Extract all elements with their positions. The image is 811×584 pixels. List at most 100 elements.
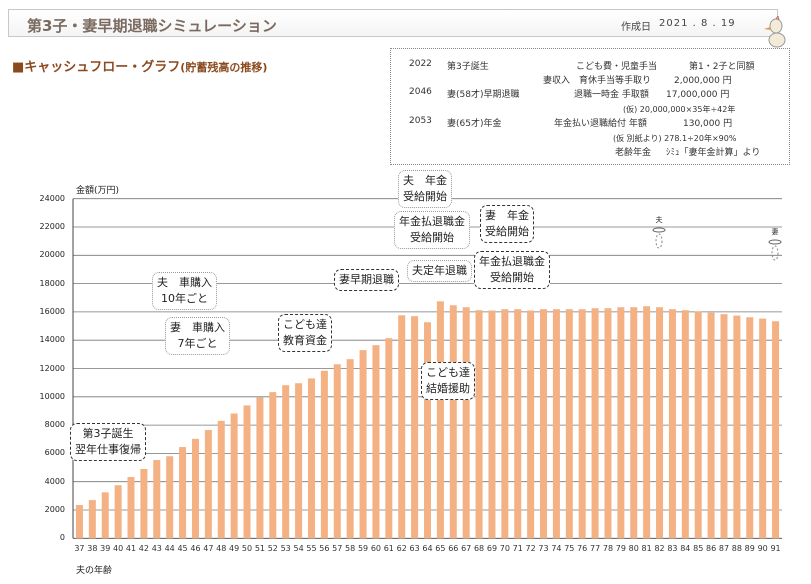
callout-education: こども達 教育資金 [278,314,332,352]
bar-age-72 [527,310,535,539]
x-tick-label: 83 [667,544,678,553]
x-tick-label: 80 [628,544,639,553]
x-tick-label: 40 [113,544,124,553]
x-tick-label: 91 [770,544,781,553]
info-year: 2046 [409,87,432,97]
husband-ghost-marker: 夫 [649,215,669,267]
y-axis-title: 金額(万円) [76,186,120,196]
x-tick-label: 51 [254,544,265,553]
bar-age-74 [552,309,560,539]
x-tick-label: 88 [731,544,742,553]
y-tick-label: 22000 [39,222,65,231]
y-tick-label: 14000 [39,335,65,345]
mascot-icon [764,16,786,48]
x-tick-label: 53 [280,544,291,553]
bar-age-71 [514,309,522,539]
info-item: こども費・児童手当 [576,62,658,72]
bar-age-44 [166,456,174,539]
section-subtitle: (貯蓄残高の推移) [180,61,268,74]
bar-age-73 [540,309,548,539]
y-tick-label: 20000 [39,250,65,260]
x-tick-label: 49 [229,544,240,553]
x-tick-label: 67 [461,544,472,553]
bar-age-37 [75,505,83,539]
bar-age-66 [449,305,457,539]
callout-wife-car: 妻 車購入 7年ごと [165,317,230,355]
x-tick-label: 62 [396,544,407,553]
bar-age-40 [114,485,122,539]
bar-age-58 [346,359,354,539]
husband-marker-label: 夫 [655,216,663,224]
ghost-icon [768,239,782,261]
bar-age-79 [617,307,625,539]
x-tick-label: 82 [654,544,665,553]
info-year: 2022 [409,59,432,69]
x-tick-label: 70 [499,544,510,553]
bar-age-54 [295,383,303,539]
callout-third-child: 第3子誕生 翌年仕事復帰 [70,423,146,461]
x-tick-label: 79 [615,544,626,553]
callout-wife-pension: 妻 年金 受給開始 [480,205,534,243]
x-tick-label: 64 [422,544,433,553]
x-tick-label: 41 [125,544,137,553]
info-box: 2022 第3子誕生 こども費・児童手当 第1・2子と同額 妻収入 育休手当等手… [390,48,790,165]
bar-age-61 [385,338,393,539]
x-tick-label: 45 [177,544,188,553]
x-tick-label: 75 [564,544,575,553]
bar-age-53 [282,385,290,539]
x-tick-label: 47 [203,544,214,553]
section-title-main: ■キャッシュフロー・グラフ [12,60,181,75]
bar-age-76 [578,309,586,539]
x-tick-label: 81 [641,544,652,553]
y-tick-label: 6000 [44,448,65,458]
x-tick-label: 74 [551,544,562,553]
y-tick-label: 2000 [44,505,65,514]
x-tick-label: 57 [332,544,343,553]
x-tick-label: 78 [602,544,614,553]
x-tick-label: 63 [409,544,420,553]
section-title: ■キャッシュフロー・グラフ(貯蓄残高の推移) [12,56,267,75]
x-tick-label: 37 [74,544,85,553]
y-tick-label: 8000 [44,420,65,430]
x-tick-label: 87 [718,544,730,553]
x-tick-label: 69 [486,544,498,553]
info-note: (仮) 20,000,000×35年÷42年 [623,105,736,114]
bar-age-38 [88,500,96,539]
info-value: ｼﾐｭ「妻年金計算」より [666,148,761,158]
info-value: 2,000,000 円 [674,76,732,86]
y-tick-label: 4000 [44,476,65,486]
bar-age-42 [140,468,148,539]
x-tick-label: 85 [693,544,704,553]
bar-age-47 [204,430,212,539]
x-tick-label: 52 [267,544,278,553]
x-tick-label: 50 [241,544,253,553]
bar-age-56 [320,370,328,539]
callout-husband-car: 夫 車購入 10年ごと [152,272,217,310]
bar-age-81 [643,306,651,539]
bar-age-78 [604,308,612,539]
title-bar: 第3子・妻早期退職シミュレーション 作成日 2021 . 8 . 19 [8,9,786,48]
bar-age-39 [101,492,109,539]
info-note: (仮 別紙より) 278.1÷20年×90% [613,134,737,143]
bar-age-89 [746,317,754,539]
bar-age-86 [707,312,715,539]
x-tick-label: 76 [577,544,588,553]
bar-age-50 [243,405,251,539]
x-tick-label: 90 [757,544,768,553]
x-tick-label: 55 [306,544,317,553]
info-item: 老齢年金 [615,148,652,158]
x-tick-label: 60 [370,544,382,553]
callout-husband-annuity: 年金払退職金 受給開始 [394,211,470,249]
bar-age-85 [694,311,702,539]
bar-age-52 [269,392,277,539]
info-event: 妻(58才)早期退職 [447,90,520,100]
y-tick-label: 10000 [39,391,65,401]
bar-age-83 [668,309,676,539]
bar-age-88 [733,315,741,539]
x-tick-label: 59 [357,544,369,553]
bar-age-60 [372,345,380,539]
bar-age-57 [333,364,341,539]
x-tick-label: 84 [680,544,691,553]
bar-age-55 [307,378,315,539]
